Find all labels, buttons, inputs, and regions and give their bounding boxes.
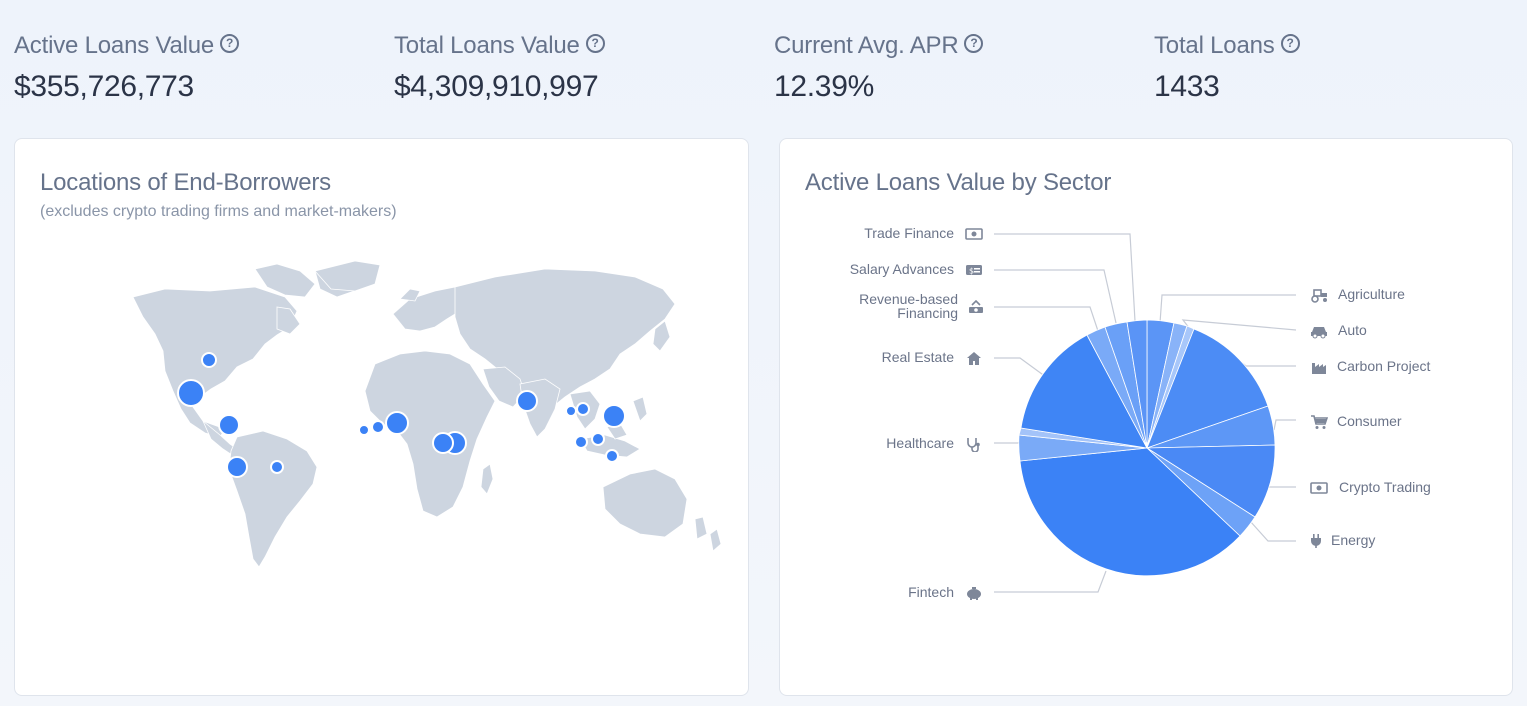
pie-slice-carbon-project[interactable]: [1146, 328, 1269, 449]
sector-label-energy: Energy: [1331, 532, 1376, 548]
map-marker[interactable]: [385, 411, 409, 435]
pie-slice-trade-finance[interactable]: [1126, 319, 1148, 449]
plug-icon: [1306, 533, 1326, 549]
sector-label-salary-advances: Salary Advances: [849, 261, 954, 277]
sector-label-trade-finance: Trade Finance: [864, 225, 954, 241]
map-marker[interactable]: [358, 424, 370, 436]
map-marker[interactable]: [371, 420, 385, 434]
sector-label-auto: Auto: [1338, 322, 1367, 338]
piggy-bank-icon: [964, 585, 984, 601]
map-marker[interactable]: [218, 414, 240, 436]
stethoscope-icon: [964, 436, 984, 452]
map-marker[interactable]: [574, 435, 588, 449]
stat-active-loans-value: Active Loans Value? $355,726,773: [14, 30, 240, 104]
crypto-money-icon: [1309, 480, 1329, 496]
stat-value: 1433: [1154, 70, 1220, 103]
factory-icon: [1309, 359, 1329, 375]
revenue-icon: [966, 299, 986, 315]
stat-value: $355,726,773: [14, 70, 194, 103]
stat-label: Active Loans Value: [14, 32, 215, 59]
house-icon: [964, 350, 984, 366]
sector-label-real-estate: Real Estate: [881, 349, 954, 365]
map-marker[interactable]: [602, 404, 626, 428]
map-marker[interactable]: [226, 456, 248, 478]
leader-lines: [994, 233, 1297, 593]
stat-total-loans-value: Total Loans Value? $4,309,910,997: [394, 30, 605, 104]
stat-value: $4,309,910,997: [394, 70, 599, 103]
sector-label-line: Revenue-based: [859, 291, 958, 307]
sector-label-carbon-project: Carbon Project: [1337, 358, 1431, 374]
sector-label-agriculture: Agriculture: [1338, 286, 1405, 302]
map-marker[interactable]: [576, 402, 590, 416]
map-marker[interactable]: [201, 352, 217, 368]
map-marker[interactable]: [591, 432, 605, 446]
dollar-card-icon: $: [964, 262, 984, 278]
stats-row: Active Loans Value? $355,726,773 Total L…: [0, 30, 1527, 120]
svg-text:$: $: [969, 267, 974, 276]
map-marker[interactable]: [516, 390, 538, 412]
map-marker[interactable]: [177, 379, 205, 407]
sector-label-line: Financing: [897, 305, 958, 321]
pie-slices: [1018, 319, 1276, 577]
pie-slice-real-estate[interactable]: [1020, 334, 1148, 449]
map-marker[interactable]: [605, 449, 619, 463]
sector-label-revenue-based-financing: Revenue-based Financing: [859, 292, 958, 320]
sector-label-consumer: Consumer: [1337, 413, 1402, 429]
sector-card: Active Loans Value by Sector: [779, 138, 1513, 696]
money-icon: [964, 226, 984, 242]
question-circle-icon[interactable]: ?: [964, 33, 984, 53]
question-circle-icon[interactable]: ?: [585, 33, 605, 53]
tractor-icon: [1309, 287, 1329, 303]
stat-total-loans: Total Loans? 1433: [1154, 30, 1300, 104]
map-marker[interactable]: [565, 405, 577, 417]
world-map[interactable]: [15, 139, 750, 697]
stat-label: Total Loans Value: [394, 32, 580, 59]
map-marker[interactable]: [432, 432, 454, 454]
stat-current-avg-apr: Current Avg. APR? 12.39%: [774, 30, 984, 104]
pie-slice-fintech[interactable]: [1019, 447, 1241, 577]
cart-icon: [1309, 414, 1329, 430]
question-circle-icon[interactable]: ?: [220, 33, 240, 53]
sector-label-crypto-trading: Crypto Trading: [1339, 479, 1431, 495]
map-marker[interactable]: [270, 460, 284, 474]
question-circle-icon[interactable]: ?: [1280, 33, 1300, 53]
map-card: Locations of End-Borrowers (excludes cry…: [14, 138, 749, 696]
sector-pie-chart[interactable]: [780, 139, 1514, 697]
car-icon: [1309, 323, 1329, 339]
card-title: Locations of End-Borrowers: [40, 169, 331, 196]
sector-label-fintech: Fintech: [908, 584, 954, 600]
sector-label-healthcare: Healthcare: [886, 435, 954, 451]
card-title: Active Loans Value by Sector: [805, 169, 1112, 196]
card-subtitle: (excludes crypto trading firms and marke…: [40, 203, 397, 220]
borrower-markers: [177, 352, 626, 478]
stat-label: Current Avg. APR: [774, 32, 959, 59]
stat-value: 12.39%: [774, 70, 874, 103]
land-masses: [132, 260, 722, 568]
stat-label: Total Loans: [1154, 32, 1275, 59]
pie-slice-crypto-trading[interactable]: [1145, 444, 1276, 518]
